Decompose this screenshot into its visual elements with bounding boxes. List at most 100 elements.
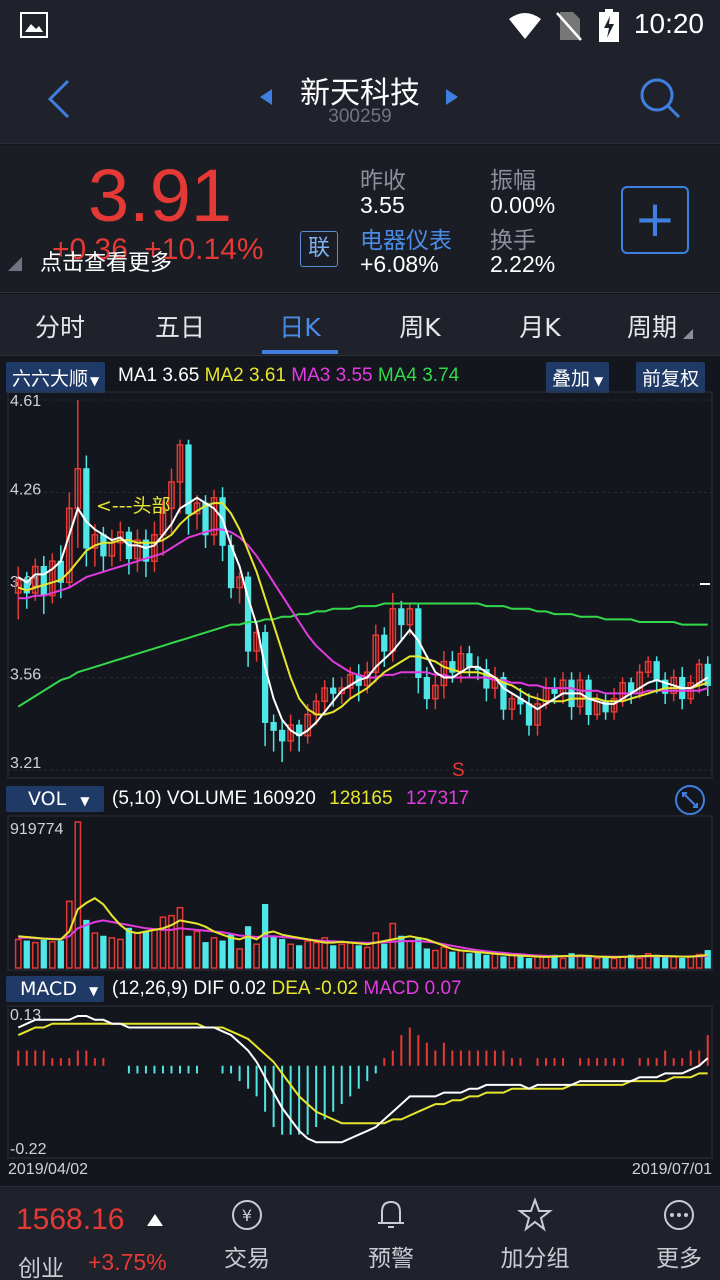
price-change: +0.36 +10.14% [52, 233, 264, 267]
volume-bar [517, 956, 524, 969]
chart-area[interactable]: 六六大顺 ▼ MA1 3.65 MA2 3.61 MA3 3.55 MA4 3.7… [0, 356, 720, 1186]
active-tab-indicator [262, 350, 338, 354]
index-value[interactable]: 1568.16 [16, 1203, 125, 1236]
ma4-line [17, 602, 708, 708]
macd-legend: (12,26,9) DIF 0.02 DEA -0.02 MACD 0.07 [112, 978, 462, 1000]
ma1-line [17, 496, 709, 737]
price-change-value: +0.36 [52, 233, 128, 266]
linked-button[interactable]: 联 [300, 231, 338, 267]
corner-triangle-icon [8, 257, 22, 271]
volume-bar [100, 935, 107, 969]
volume-bar [270, 935, 277, 969]
volume-bar [168, 914, 175, 969]
volume-bar [125, 927, 133, 969]
volume-bar [142, 930, 150, 969]
nav-add-group[interactable]: 加分组 [480, 1197, 590, 1273]
macd-top-tick: 0.13 [10, 1007, 41, 1024]
tab-weekly-k[interactable]: 周K [399, 313, 441, 342]
volume-bar [227, 934, 235, 969]
tab-monthly-k[interactable]: 月K [519, 313, 561, 342]
add-watchlist-button[interactable]: + [621, 186, 689, 254]
index-change: +3.75% [88, 1249, 167, 1275]
candle-body [508, 697, 516, 710]
tab-five-day[interactable]: 五日 [154, 313, 205, 342]
candle-body [48, 560, 56, 597]
ma4-label: MA4 [377, 365, 417, 386]
candle-body [423, 677, 430, 700]
dif-value: 0.02 [229, 978, 267, 999]
tab-daily-k[interactable]: 日K [279, 313, 321, 342]
volume-bar [593, 957, 601, 969]
overlay-dropdown[interactable]: 叠加 ▼ [546, 362, 610, 393]
candle-body [662, 679, 669, 694]
restore-rights-button[interactable]: 前复权 [636, 362, 706, 393]
prev-stock-icon[interactable] [258, 88, 274, 106]
volume-bar [423, 948, 430, 969]
volume-bar [398, 935, 405, 969]
candle-body [440, 660, 448, 687]
dea-line [17, 1022, 708, 1125]
nav-trade-label: 交易 [224, 1246, 270, 1272]
candle-body [466, 653, 473, 668]
volume-bar [296, 945, 303, 969]
search-icon[interactable] [638, 76, 682, 120]
volume-bar [483, 954, 490, 969]
tab-intraday[interactable]: 分时 [34, 313, 85, 342]
volume-bar [312, 941, 320, 969]
candle-body [321, 687, 329, 703]
candle-body [83, 468, 90, 549]
candle-body [14, 578, 22, 594]
macd-bottom-tick: -0.22 [10, 1141, 47, 1158]
candle-body [500, 677, 507, 710]
stock-charts[interactable]: 4.614.263.913.563.21<---头部S9197740.13-0.… [0, 356, 720, 1186]
next-stock-icon[interactable] [444, 88, 460, 106]
volume-bar [236, 948, 243, 969]
period-dropdown-icon [683, 329, 693, 339]
dif-line [17, 1015, 709, 1144]
volume-bar [568, 953, 575, 969]
volume-indicator-dropdown[interactable]: VOL ▼ [6, 786, 104, 812]
prev-close-label: 昨收 [360, 168, 406, 194]
candle-body [534, 703, 541, 726]
amplitude-value: 0.00% [490, 192, 556, 218]
adjust-mode-dropdown[interactable]: 六六大顺 ▼ [6, 362, 106, 393]
volume-bar [117, 938, 124, 969]
candle-body [185, 444, 192, 515]
price-change-percent: +10.14% [144, 233, 264, 266]
sell-signal: S [452, 760, 465, 781]
nav-more-label: 更多 [656, 1246, 702, 1272]
volume-bar [372, 932, 380, 969]
volume-bar [500, 956, 507, 969]
fullscreen-icon[interactable] [674, 784, 706, 816]
tab-period[interactable]: 周期 [626, 313, 677, 342]
volume-bar [508, 954, 516, 969]
candle-body [236, 576, 243, 589]
view-more-hint[interactable]: 点击查看更多 [40, 251, 173, 276]
volume-bar [431, 949, 439, 969]
volume-bar [670, 956, 678, 969]
candle-body [330, 687, 337, 694]
dropdown-arrow-icon: ▼ [88, 984, 99, 998]
candle-body [40, 566, 47, 597]
volume-bar [57, 940, 64, 969]
nav-more[interactable]: 更多 [624, 1197, 720, 1273]
candle-body [525, 703, 533, 726]
volume-bar [381, 943, 388, 969]
nav-trade[interactable]: ¥ 交易 [192, 1197, 302, 1273]
volume-bar [610, 957, 618, 969]
back-arrow-icon[interactable] [44, 78, 74, 120]
volume-bar [108, 937, 116, 969]
ma4-value: 3.74 [422, 365, 460, 386]
sector-link[interactable]: 电器仪表 [360, 228, 452, 254]
ma-legend: MA1 3.65 MA2 3.61 MA3 3.55 MA4 3.74 [118, 365, 459, 387]
volume-bar [338, 943, 346, 969]
quote-panel[interactable]: 3.91 +0.36 +10.14% 点击查看更多 联 昨收 3.55 电器仪表… [0, 145, 720, 293]
nav-alert[interactable]: 预警 [336, 1197, 446, 1273]
candle-body [100, 534, 107, 557]
volume-bar [627, 954, 635, 969]
volume-bar [457, 949, 465, 969]
macd-indicator-dropdown[interactable]: MACD ▼ [6, 976, 104, 1002]
volume-bar [176, 906, 184, 969]
volume-bar [40, 939, 47, 969]
candle-body [151, 534, 158, 562]
